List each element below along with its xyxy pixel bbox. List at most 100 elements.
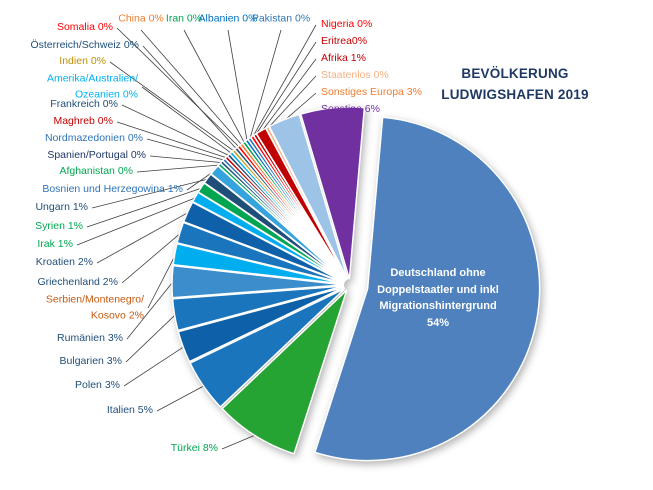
slice-label-rumaenien: Rumänien 3% — [57, 331, 123, 347]
leader-line-afrika — [261, 58, 317, 132]
leader-line-somalia — [116, 27, 240, 148]
slice-label-china: China 0% — [118, 11, 164, 27]
slice-label-line: Ozeanien 0% — [74, 88, 138, 100]
leader-line-iran — [183, 29, 245, 144]
slice-label-albanien: Albanien 0% — [199, 11, 258, 27]
leader-lines-layer — [76, 24, 333, 450]
leader-line-serbien_montenegro_kosovo — [147, 254, 177, 309]
slice-label-frankreich: Frankreich 0% — [50, 97, 118, 113]
slice-label-line: Nordmazedonien 0% — [44, 132, 143, 145]
slice-label-line: 54% — [426, 316, 450, 329]
slice-label-line: Migrationshintergrund — [379, 300, 497, 312]
slice-label-line: Syrien 1% — [35, 220, 83, 233]
slice-label-sonstige: Sonstige 6% — [321, 102, 380, 118]
leader-line-pakistan — [249, 29, 282, 140]
leader-line-china — [140, 29, 243, 146]
leader-line-staatenlos — [267, 75, 317, 129]
slice-label-line: Albanien 0% — [198, 12, 258, 25]
slice-label-syrien: Syrien 1% — [35, 219, 83, 235]
pie-slice-sonstiges_europa — [268, 113, 349, 280]
slice-label-pakistan: Pakistan 0% — [252, 11, 310, 27]
leader-line-irak — [76, 197, 197, 246]
slice-label-line: Kroatien 2% — [35, 256, 93, 269]
leader-line-kroatien — [96, 211, 189, 264]
slice-label-line: China 0% — [118, 12, 164, 25]
pie-slice-rumaenien — [171, 264, 345, 299]
leader-line-syrien — [86, 187, 203, 228]
slice-label-line: Amerika/Australien/ — [46, 72, 138, 85]
slice-label-amerika_australien_ozeanien: Amerika/Australien/Ozeanien 0% — [47, 71, 138, 103]
slice-label-line: Afghanistan 0% — [59, 165, 133, 178]
pie-slice-serbien_montenegro_kosovo — [172, 242, 345, 285]
slice-label-spanien_portugal: Spanien/Portugal 0% — [47, 148, 146, 164]
leader-line-afghanistan — [136, 164, 220, 173]
slice-label-line: Somalia 0% — [56, 21, 113, 34]
slice-label-line: Rumänien 3% — [57, 332, 123, 345]
slice-label-afrika: Afrika 1% — [321, 51, 366, 67]
leader-line-rumaenien — [126, 281, 174, 340]
slice-label-indien: Indien 0% — [59, 54, 106, 70]
leader-line-tuerkei — [221, 434, 256, 450]
slice-label-bulgarien: Bulgarien 3% — [60, 354, 122, 370]
leader-line-oesterreich_schweiz — [142, 45, 237, 150]
chart-title: BEVÖLKERUNG LUDWIGSHAFEN 2019 — [425, 64, 605, 106]
leader-line-amerika_australien_ozeanien — [141, 86, 232, 154]
slice-label-serbien_montenegro_kosovo: Serbien/Montenegro/Kosovo 2% — [46, 292, 144, 324]
slice-label-line: Spanien/Portugal 0% — [47, 149, 146, 162]
pie-slice-sonstige — [299, 106, 366, 280]
leader-line-albanien — [227, 29, 248, 142]
leader-line-griechenland — [121, 232, 182, 284]
chart-title-line2: LUDWIGSHAFEN 2019 — [441, 86, 589, 102]
slice-label-sonstiges_europa: Sonstiges Europa 3% — [321, 85, 422, 101]
slice-label-somalia: Somalia 0% — [57, 20, 113, 36]
leader-line-maghreb — [116, 121, 227, 159]
slice-label-line: Nigeria 0% — [321, 18, 373, 31]
pie-slice-griechenland — [176, 221, 345, 284]
slice-label-irak: Irak 1% — [37, 237, 73, 253]
slice-label-line: Deutschland ohne — [390, 267, 486, 279]
pie-slices-layer — [171, 106, 541, 462]
leader-line-frankreich — [121, 104, 230, 156]
slice-label-kroatien: Kroatien 2% — [36, 255, 93, 271]
slice-label-line: Türkei 8% — [170, 442, 218, 455]
slice-label-line: Staatenlos 0% — [321, 69, 389, 82]
slice-label-line: Afrika 1% — [321, 52, 366, 65]
slice-label-eritrea: Eritrea0% — [321, 34, 367, 50]
slice-label-deutschland: Deutschland ohne Doppelstaatler und inkl M… — [377, 265, 499, 331]
slice-label-nigeria: Nigeria 0% — [321, 17, 372, 33]
leader-line-eritrea — [255, 41, 317, 136]
slice-label-line: Eritrea0% — [321, 35, 368, 48]
leader-line-nordmazedonien — [146, 138, 225, 161]
slice-label-line: Irak 1% — [37, 238, 73, 251]
leader-line-sonstiges_europa — [284, 92, 317, 121]
pie-slice-deutschland — [313, 116, 541, 462]
slice-label-bosnien_herzegowina: Bosnien und Herzegowina 1% — [42, 182, 183, 198]
slice-label-oesterreich_schweiz: Österreich/Schweiz 0% — [30, 38, 139, 54]
leader-line-indien — [109, 61, 235, 152]
slice-label-line: Ungarn 1% — [35, 201, 88, 214]
slice-label-maghreb: Maghreb 0% — [53, 114, 113, 130]
slice-label-iran: Iran 0% — [166, 11, 202, 27]
slice-label-line: Kosovo 2% — [90, 309, 144, 321]
pie-slice-italien — [189, 287, 346, 409]
slice-label-afghanistan: Afghanistan 0% — [59, 164, 133, 180]
pie-slice-tuerkei — [221, 289, 348, 455]
slice-label-line: Österreich/Schweiz 0% — [30, 39, 139, 52]
slice-label-line: Bosnien und Herzegowina 1% — [42, 183, 183, 196]
slice-label-line: Serbien/Montenegro/ — [45, 293, 144, 306]
slice-label-tuerkei: Türkei 8% — [171, 441, 218, 457]
slice-label-nordmazedonien: Nordmazedonien 0% — [45, 131, 143, 147]
slice-label-italien: Italien 5% — [107, 403, 153, 419]
slice-label-line: Sonstige 6% — [321, 103, 380, 116]
leader-line-spanien_portugal — [149, 155, 223, 163]
slice-label-line: Indien 0% — [59, 55, 106, 68]
slice-label-line: Griechenland 2% — [37, 276, 118, 289]
slice-label-griechenland: Griechenland 2% — [37, 275, 118, 291]
slice-label-polen: Polen 3% — [75, 378, 120, 394]
pie-slice-polen — [177, 286, 345, 363]
slice-label-staatenlos: Staatenlos 0% — [321, 68, 389, 84]
slice-label-ungarn: Ungarn 1% — [35, 200, 88, 216]
slice-label-line: Frankreich 0% — [50, 98, 118, 111]
